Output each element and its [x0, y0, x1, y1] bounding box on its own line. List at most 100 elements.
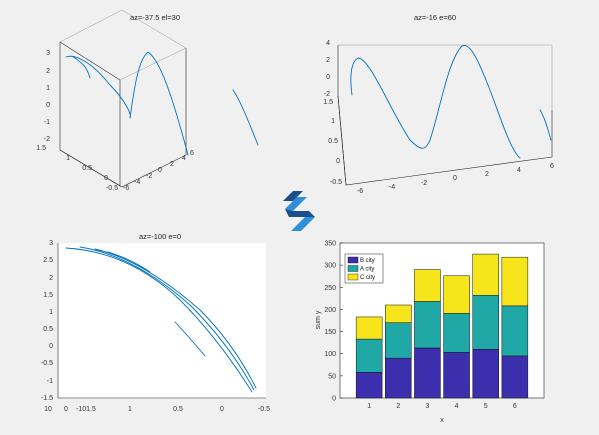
subplot-2-x-tick: -4 — [389, 184, 395, 191]
subplot-1-z-tick: 3 — [46, 50, 50, 57]
subplot-1-title: az=-37.5 el=30 — [130, 13, 180, 22]
subplot-2-z-tick: 2 — [326, 57, 330, 64]
subplot-3-h-tick: 10 — [44, 406, 52, 413]
subplot-1-z-tick: -2 — [44, 136, 50, 143]
subplot-3-z-tick: 2.5 — [43, 257, 53, 264]
subplot-3-h-tick: 1 — [128, 406, 132, 413]
subplot-3-h-tick: 0.5 — [173, 406, 183, 413]
subplot-1-x-ticks: -6 -4 -2 0 2 4 6 — [123, 150, 194, 192]
bar-segment-a-city — [443, 313, 470, 353]
subplot-3-z-tick: -1.5 — [41, 395, 53, 402]
bar-segment-b-city — [385, 357, 412, 399]
subplot-4-x-tick-label: 3 — [425, 403, 429, 410]
subplot-1-y-tick: -0.5 — [106, 185, 118, 192]
subplot-1-x-tick: -2 — [146, 173, 152, 180]
subplot-1-x-tick: 2 — [170, 161, 174, 168]
bar-segment-b-city — [443, 352, 470, 399]
subplot-1-x-tick: -6 — [123, 185, 129, 192]
bar-segment-c-city — [355, 316, 383, 340]
subplot-3-h-ticks: 10 0 -101.5 1 0.5 0 -0.5 — [44, 406, 270, 413]
legend-swatch — [347, 256, 359, 264]
subplot-2-x-tick: 6 — [550, 163, 554, 170]
subplot-1-z-tick: 1 — [46, 85, 50, 92]
subplot-3-z-tick: -1 — [47, 378, 53, 385]
bar-segment-a-city — [355, 338, 383, 373]
subplot-2-x-tick: -2 — [421, 180, 427, 187]
subplot-2-box — [337, 44, 553, 186]
subplot-1-z-ticks: 3 2 1 0 -1 -2 — [44, 50, 50, 143]
subplot-3-z-ticks: -1.5 -1 -0.5 0 0.5 1 1.5 2 2.5 3 — [41, 240, 53, 402]
subplot-3-h-tick: 0 — [64, 406, 68, 413]
subplot-1-y-ticks: 1.5 1 0.5 0 -0.5 — [36, 145, 118, 192]
subplot-4-y-tick-label: 100 — [324, 351, 336, 358]
subplot-3-title: az=-100 e=0 — [139, 232, 181, 241]
bar-segment-a-city — [501, 305, 529, 357]
subplot-3-h-tick: -0.5 — [258, 406, 270, 413]
legend-swatch — [347, 273, 359, 281]
subplot-2-z-tick: -2 — [324, 91, 330, 98]
subplot-4-y-axis-label: sum y — [315, 310, 322, 329]
bar-segment-c-city — [443, 275, 470, 314]
subplot-1-y-tick: 0.5 — [82, 165, 92, 172]
subplot-2-curve — [350, 45, 552, 159]
subplot-4-y-tick-label: 150 — [324, 329, 336, 336]
subplot-1-z-tick: -1 — [44, 119, 50, 126]
subplot-4-x-tick-label: 6 — [513, 403, 517, 410]
subplot-4: 0 50 100 150 200 250 300 350 1 2 3 4 5 6 x sum y B c… — [315, 241, 545, 424]
subplot-4-y-tick-label: 350 — [324, 241, 336, 248]
subplot-3-curve — [65, 246, 257, 393]
subplot-3-z-tick: 2 — [49, 275, 53, 282]
subplot-4-legend: B city A city C city — [344, 253, 384, 284]
subplot-3-h-tick: -101.5 — [76, 406, 96, 413]
subplot-4-x-tick-label: 2 — [396, 403, 400, 410]
bar-segment-c-city — [472, 253, 499, 296]
subplot-4-bars — [355, 253, 529, 399]
bar-segment-a-city — [472, 295, 499, 350]
subplot-2-x-tick: 2 — [485, 171, 489, 178]
subplot-2-y-ticks: 1.5 1 0.5 0 -0.5 — [323, 99, 342, 186]
subplot-4-y-tick-label: 200 — [324, 307, 336, 314]
subplot-1-curve — [65, 51, 259, 156]
subplot-2-x-ticks: -6 -4 -2 0 2 4 6 — [357, 163, 554, 195]
subplot-1-y-tick: 1.5 — [36, 145, 46, 152]
subplot-3-z-tick: 0.5 — [43, 326, 53, 333]
subplot-3-z-tick: 0 — [49, 343, 53, 350]
subplot-2-x-tick: 4 — [517, 167, 521, 174]
subplot-3-z-tick: -0.5 — [41, 360, 53, 367]
bar-segment-b-city — [355, 372, 383, 399]
subplot-1-y-tick: 1 — [66, 155, 70, 162]
subplot-4-y-tick-label: 250 — [324, 285, 336, 292]
subplot-1-z-tick: 2 — [46, 68, 50, 75]
subplot-4-x-tick-label: 1 — [367, 403, 371, 410]
subplot-4-y-ticks: 0 50 100 150 200 250 300 350 — [324, 241, 343, 403]
bar-segment-a-city — [385, 322, 412, 359]
subplot-2-x-tick: -6 — [357, 188, 363, 195]
bar-segment-c-city — [385, 304, 412, 323]
subplot-2-z-tick: 0 — [326, 74, 330, 81]
bar-segment-c-city — [414, 269, 441, 302]
legend-label: C city — [360, 275, 375, 281]
subplot-1-box — [59, 9, 187, 188]
legend-label: A city — [360, 267, 374, 273]
legend-label: B city — [360, 258, 375, 264]
subplot-2: az=-16 e=60 4 2 0 -2 1.5 1 0.5 0 -0.5 -6… — [323, 13, 554, 195]
subplot-4-y-tick-label: 0 — [332, 396, 336, 403]
subplot-1-x-tick: -4 — [134, 179, 140, 186]
subplot-1-z-tick: 0 — [46, 102, 50, 109]
bar-segment-b-city — [472, 349, 499, 399]
subplot-3-z-tick: 1 — [49, 309, 53, 316]
bar-segment-b-city — [414, 347, 441, 399]
subplot-2-z-tick: 4 — [326, 40, 330, 47]
subplot-2-y-tick: -0.5 — [330, 179, 342, 186]
subplot-2-y-tick: 1.5 — [323, 99, 333, 106]
subplot-4-y-tick-label: 50 — [328, 373, 336, 380]
legend-swatch — [347, 265, 359, 272]
subplot-1-x-tick: 6 — [190, 150, 194, 157]
bar-segment-b-city — [501, 355, 529, 399]
subplot-3-z-tick: 1.5 — [43, 292, 53, 299]
bar-segment-c-city — [501, 256, 529, 307]
subplot-4-y-tick-label: 300 — [324, 263, 336, 270]
s-logo-icon — [283, 191, 315, 231]
